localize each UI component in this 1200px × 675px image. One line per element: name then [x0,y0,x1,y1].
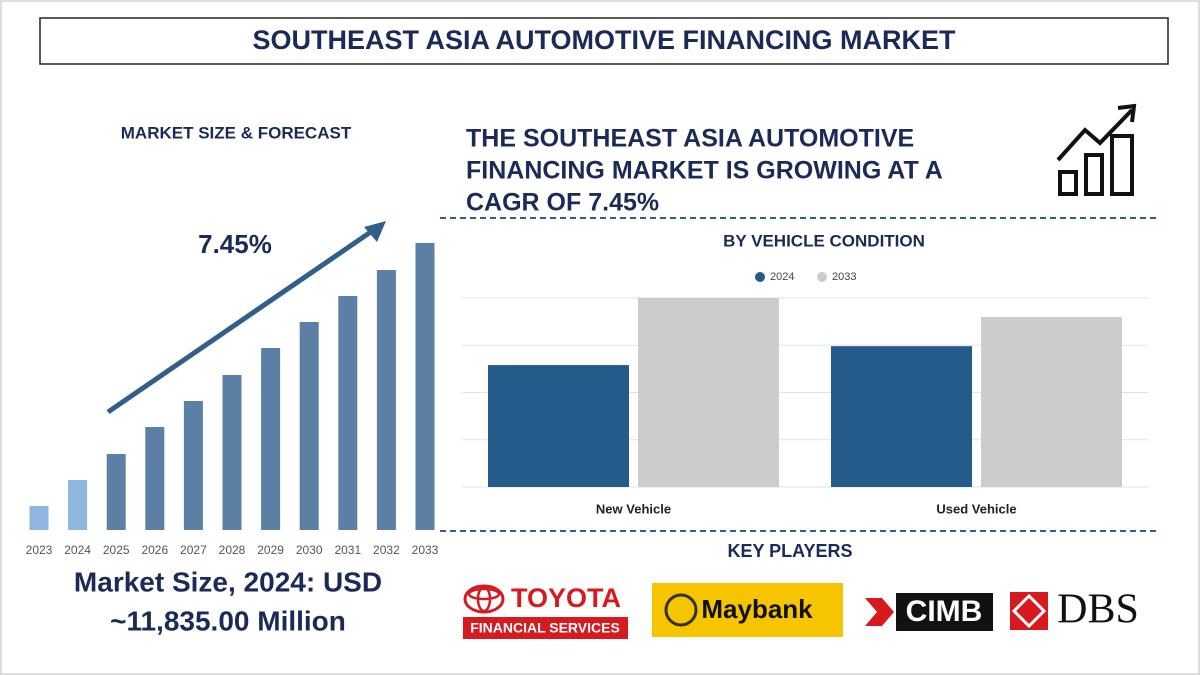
page-title: SOUTHEAST ASIA AUTOMOTIVE FINANCING MARK… [252,25,956,55]
legend-label: 2024 [770,271,794,283]
logo-emblem [664,593,698,627]
x-tick-label: 2028 [219,543,246,557]
bar [106,454,126,530]
x-tick-label: 2027 [180,543,207,557]
logo-text: Maybank [701,594,813,624]
headline: THE SOUTHEAST ASIA AUTOMOTIVE [466,125,914,153]
x-tick-label: 2029 [257,543,284,557]
x-tick-label: 2025 [103,543,130,557]
market-size: Market Size, 2024: USD [74,566,382,597]
growth-arrow [106,224,380,415]
toyota-logo: TOYOTA FINANCIAL SERVICES [463,583,628,639]
section-title: KEY PLAYERS [727,541,852,561]
x-tick-label: New Vehicle [596,501,671,516]
headline: FINANCING MARKET IS GROWING AT A [466,157,943,185]
market-size: ~11,835.00 Million [110,605,346,636]
logo-text: CIMB [906,595,983,628]
logo-text: TOYOTA [511,583,621,613]
logo-emblem [1011,593,1047,629]
logo-box [652,583,843,637]
x-tick-label: 2026 [141,543,168,557]
bar [261,348,281,530]
bar [68,480,88,530]
arrow-head [364,221,386,242]
x-tick-label: 2033 [412,543,439,557]
chart-title: BY VEHICLE CONDITION [723,231,925,250]
logo-text: DBS [1057,587,1139,633]
x-tick-label: 2023 [26,543,53,557]
logo-emblem [467,587,501,601]
logo-box [896,593,993,631]
chart-title: MARKET SIZE & FORECAST [121,123,352,142]
dbs-logo: DBS [1010,587,1139,633]
annotation: 7.45% [198,229,272,259]
bar [145,427,165,530]
logo-emblem [1010,592,1048,630]
growth-icon [1056,103,1137,196]
x-tick-label: 2032 [373,543,400,557]
legend-swatch [817,272,827,282]
bar [638,298,779,487]
legend-label: 2033 [832,271,856,283]
cimb-logo: CIMB [865,593,993,631]
x-tick-label: 2030 [296,543,323,557]
legend-swatch [755,272,765,282]
title-box [39,17,1169,65]
x-tick-label: Used Vehicle [936,501,1016,516]
bar [488,365,629,487]
bar [29,506,49,530]
logo-text: FINANCIAL SERVICES [470,620,620,636]
bar [415,243,435,530]
bar [183,401,203,530]
maybank-logo: Maybank [652,583,843,637]
logo-band [463,617,628,639]
bar [831,346,972,487]
bar [376,270,396,530]
bar [222,375,242,530]
logo-chevron [865,598,894,626]
bar [338,296,358,530]
bar [981,316,1122,487]
headline: CAGR OF 7.45% [466,189,659,217]
x-tick-label: 2031 [334,543,361,557]
x-tick-label: 2024 [64,543,91,557]
bar [299,322,319,530]
